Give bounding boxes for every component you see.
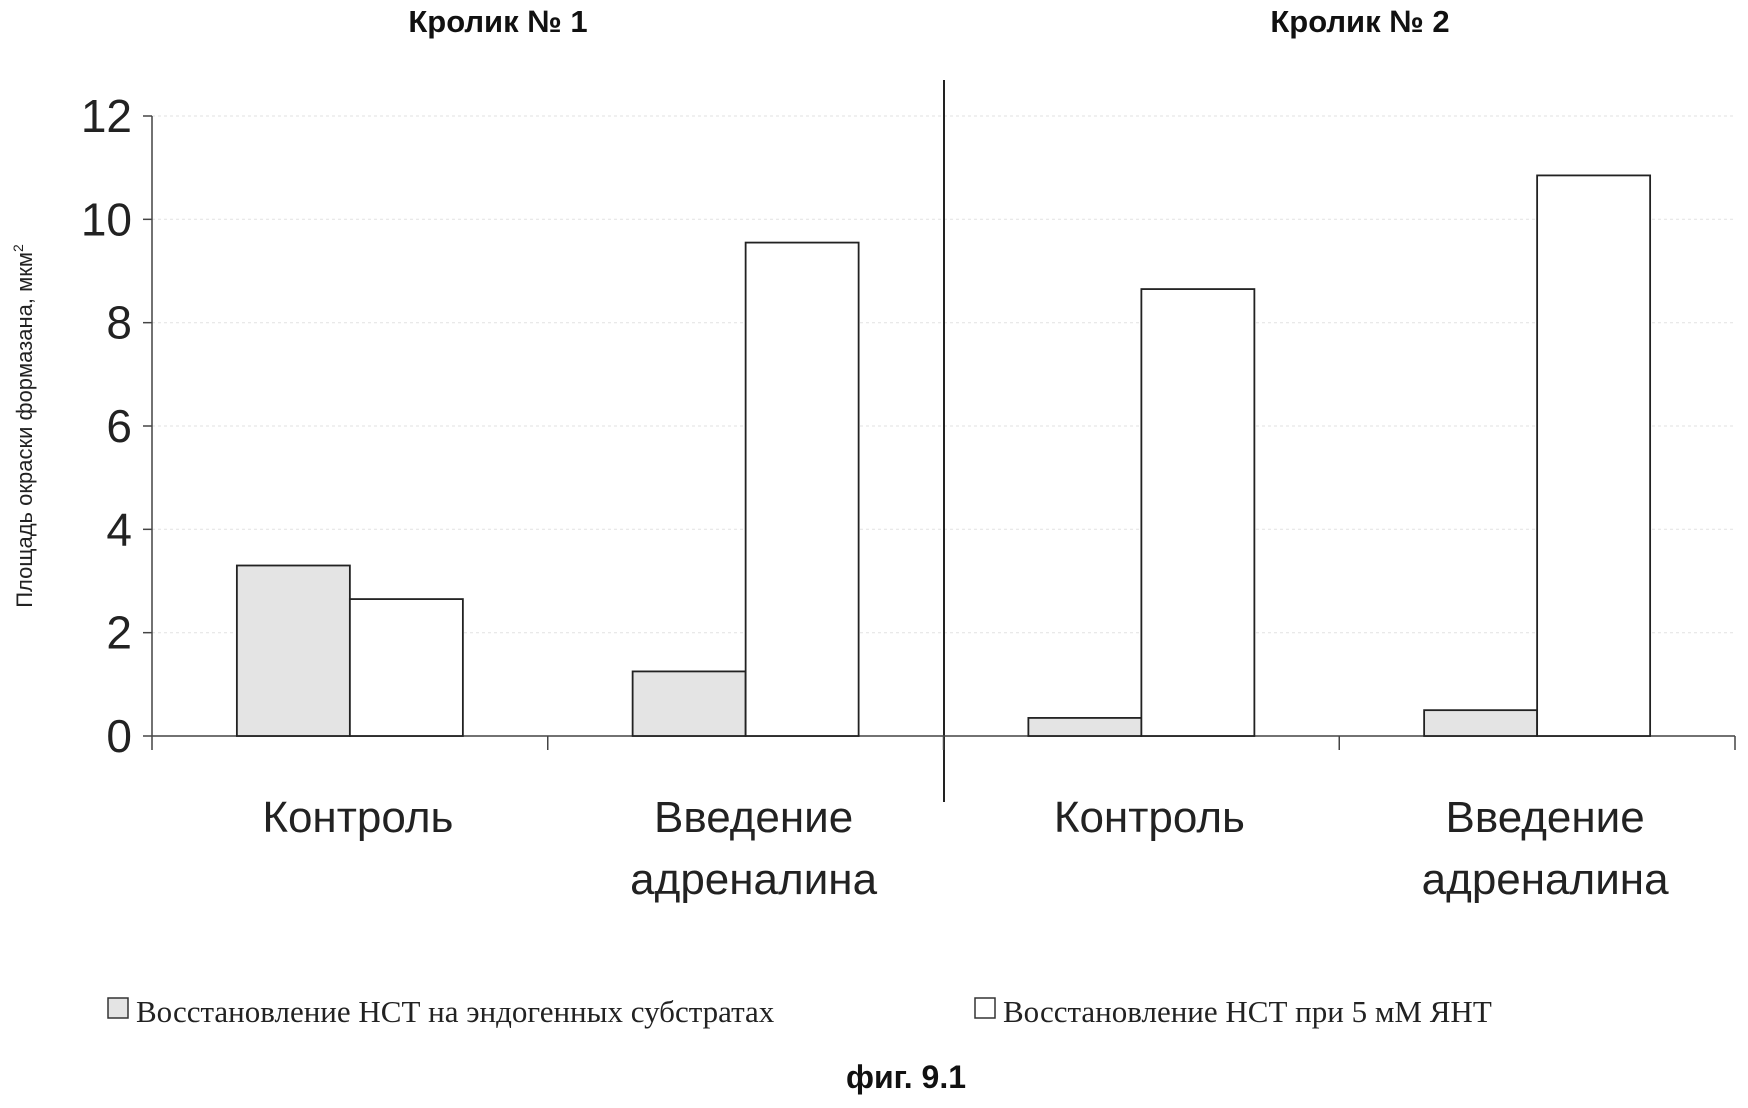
panel-title-rabbit-2: Кролик № 2: [1270, 4, 1449, 39]
legend: Восстановление НСТ на эндогенных субстра…: [108, 994, 1492, 1029]
y-tick-label: 8: [106, 297, 132, 349]
y-tick-label: 2: [106, 607, 132, 659]
bar-series-0-category-2: [1028, 718, 1141, 736]
y-tick-label: 10: [81, 193, 132, 245]
bar-series-0-category-3: [1424, 710, 1537, 736]
bar-series-1-category-0: [350, 599, 463, 736]
y-axis-ticks: 0 2 4 6 8 10 12: [81, 90, 152, 762]
figure-caption: фиг. 9.1: [846, 1059, 966, 1095]
panel-title-rabbit-1: Кролик № 1: [408, 4, 587, 39]
legend-swatch-succinate: [975, 998, 995, 1018]
y-tick-label: 12: [81, 90, 132, 142]
legend-label-endogenous: Восстановление НСТ на эндогенных субстра…: [136, 994, 775, 1029]
x-category-label: адреналина: [630, 855, 877, 904]
y-tick-label: 4: [106, 503, 132, 555]
x-category-label: Введение: [1446, 793, 1645, 842]
legend-label-succinate: Восстановление НСТ при 5 мМ ЯНТ: [1003, 994, 1492, 1029]
y-tick-label: 6: [106, 400, 132, 452]
bar-series-0-category-0: [237, 566, 350, 737]
x-category-label: Введение: [654, 793, 853, 842]
x-axis-category-dividers: [548, 736, 1735, 750]
bar-series-1-category-2: [1141, 289, 1254, 736]
x-axis-labels: Контроль Введение адреналина Контроль Введен…: [262, 793, 1669, 904]
bar-series-1-category-1: [746, 243, 859, 736]
bar-series-0-category-1: [633, 671, 746, 736]
y-axis-title: Площадь окраски формазана, мкм2: [10, 244, 37, 608]
x-category-label: Контроль: [262, 793, 453, 842]
y-tick-label: 0: [106, 710, 132, 762]
x-category-label: адреналина: [1422, 855, 1669, 904]
bar-series-1-category-3: [1537, 175, 1650, 736]
legend-swatch-endogenous: [108, 998, 128, 1018]
x-category-label: Контроль: [1054, 793, 1245, 842]
